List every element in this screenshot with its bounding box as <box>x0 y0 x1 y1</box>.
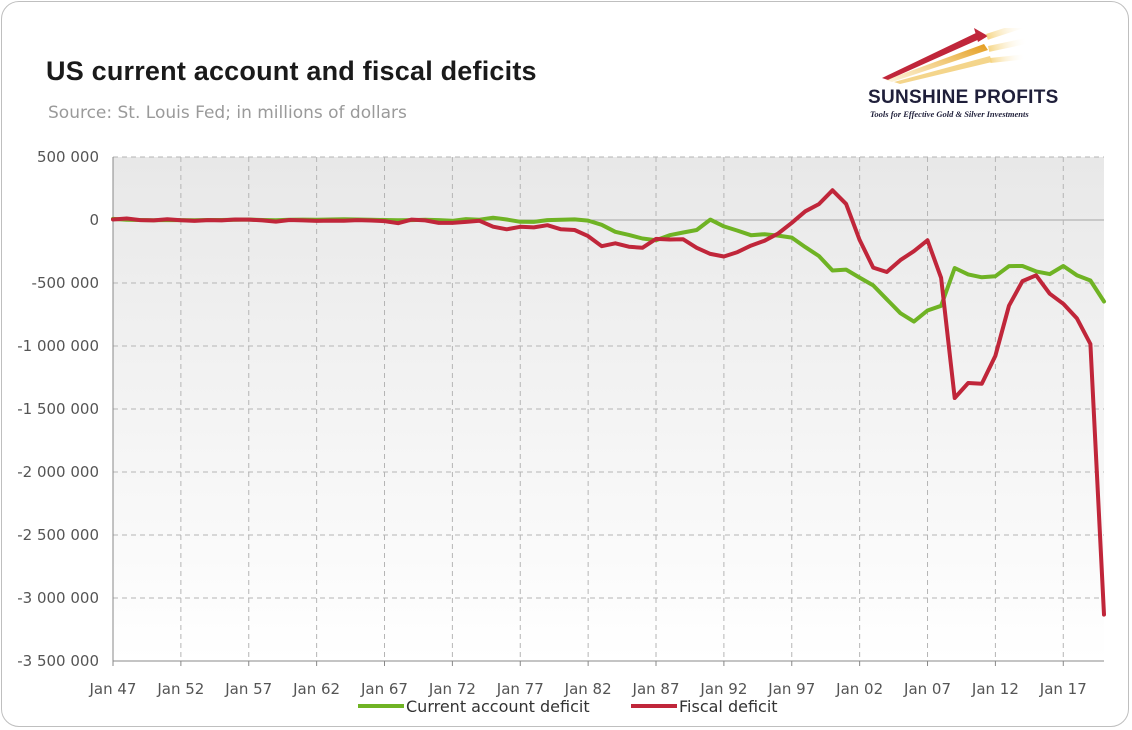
legend-label: Current account deficit <box>406 697 590 716</box>
y-tick-label: 500 000 <box>37 148 99 166</box>
x-tick-label: Jan 77 <box>496 680 544 698</box>
x-tick-label: Jan 47 <box>89 680 137 698</box>
series-line-fiscal <box>111 188 1106 617</box>
x-tick-label: Jan 87 <box>632 680 680 698</box>
x-tick-label: Jan 82 <box>564 680 612 698</box>
y-tick-label: -3 500 000 <box>17 652 99 670</box>
logo-brand-name: SUNSHINE PROFITS <box>868 87 1059 108</box>
x-tick-label: Jan 17 <box>1039 680 1087 698</box>
x-tick-label: Jan 02 <box>835 680 883 698</box>
x-tick-label: Jan 97 <box>767 680 815 698</box>
x-tick-label: Jan 72 <box>428 680 476 698</box>
sun-ray-arrow-icon <box>882 28 1029 84</box>
x-tick-label: Jan 07 <box>903 680 951 698</box>
chart-subtitle: Source: St. Louis Fed; in millions of do… <box>48 103 407 123</box>
x-tick-label: Jan 92 <box>699 680 747 698</box>
x-tick-label: Jan 12 <box>971 680 1019 698</box>
y-tick-label: -1 000 000 <box>17 337 99 355</box>
x-tick-label: Jan 67 <box>360 680 408 698</box>
x-tick-label: Jan 52 <box>156 680 204 698</box>
y-tick-label: -3 000 000 <box>17 589 99 607</box>
y-tick-label: 0 <box>89 211 99 229</box>
legend-label: Fiscal deficit <box>679 697 778 716</box>
chart-title: US current account and fiscal deficits <box>46 56 537 86</box>
logo-tagline: Tools for Effective Gold & Silver Invest… <box>870 109 1029 119</box>
x-tick-label: Jan 62 <box>292 680 340 698</box>
y-tick-label: -2 000 000 <box>17 463 99 481</box>
y-tick-label: -2 500 000 <box>17 526 99 544</box>
x-tick-label: Jan 57 <box>224 680 272 698</box>
y-tick-label: -500 000 <box>32 274 99 292</box>
y-tick-label: -1 500 000 <box>17 400 99 418</box>
